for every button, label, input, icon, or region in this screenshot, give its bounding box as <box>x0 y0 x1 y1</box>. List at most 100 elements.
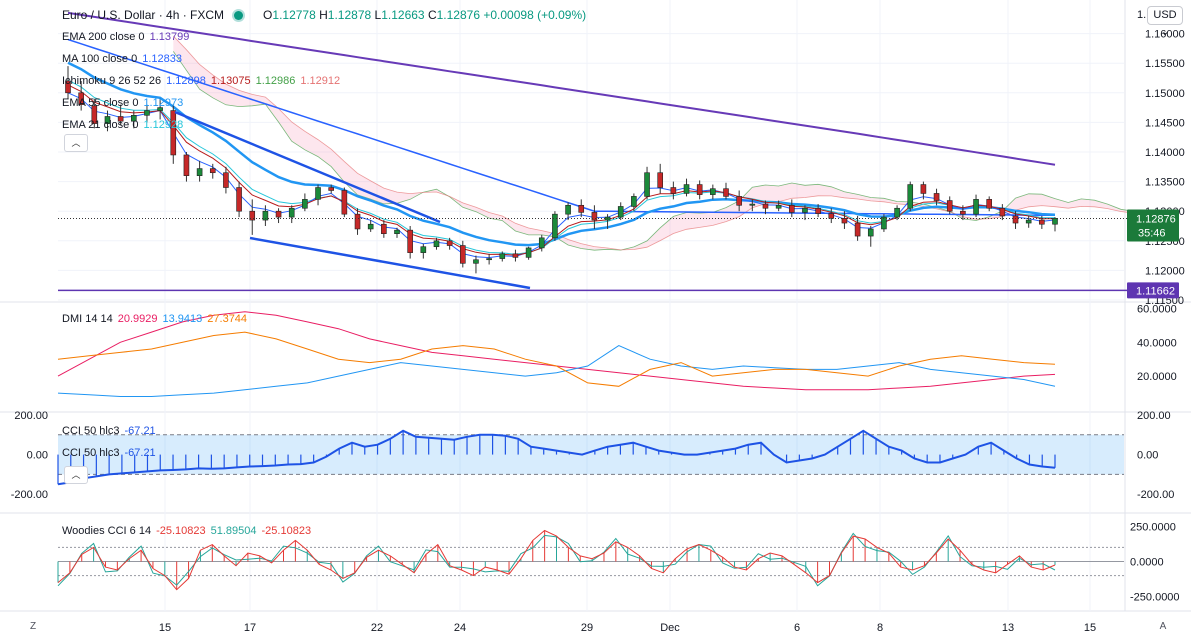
legend-cci-b[interactable]: CCI 50 hlc3 -67.21 <box>62 447 156 459</box>
auto-scale-button[interactable]: A <box>1159 621 1167 632</box>
collapse-legend-button[interactable]: ︿ <box>64 134 88 152</box>
candle <box>302 193 308 212</box>
trendlines[interactable] <box>58 110 1127 292</box>
time-tick-label: 8 <box>877 622 883 634</box>
price-tick-label: 1.14000 <box>1145 147 1185 159</box>
candle <box>381 220 387 238</box>
candle <box>170 104 177 164</box>
support-level-label: 1.11662 <box>1136 285 1175 297</box>
candle <box>288 205 295 224</box>
symbol-title[interactable]: Euro / U.S. Dollar · 4h · FXCM <box>62 8 225 22</box>
legend-ichimoku[interactable]: Ichimoku 9 26 52 26 1.12898 1.13075 1.12986… <box>62 75 341 87</box>
time-tick-label: 15 <box>1084 622 1096 634</box>
candle-body <box>262 210 269 221</box>
candle-body <box>486 258 492 261</box>
cci-left-tick-label: -200.00 <box>11 489 48 501</box>
candle <box>1012 211 1019 229</box>
candle-body <box>157 107 163 111</box>
ichimoku-base-line <box>67 84 1056 256</box>
candle <box>394 227 400 238</box>
candle-body <box>683 184 690 194</box>
candle <box>1025 215 1032 228</box>
time-tick-label: 17 <box>244 622 256 634</box>
collapse-cci-legend-button[interactable]: ︿ <box>64 466 88 484</box>
pane-separators <box>0 0 1191 612</box>
candle <box>775 200 782 212</box>
time-tick-label: 15 <box>159 622 171 634</box>
candle-body <box>91 105 98 124</box>
ichimoku-span-a <box>172 51 1161 251</box>
candle-body <box>1052 218 1058 225</box>
current-price-label-bg <box>1127 209 1179 242</box>
candle-body <box>775 204 782 209</box>
candle <box>828 208 835 224</box>
candle-body <box>578 204 585 213</box>
legend-woodies[interactable]: Woodies CCI 6 14 -25.10823 51.89504 -25.108… <box>62 525 312 537</box>
dmi-tick-label: 60.0000 <box>1137 303 1177 315</box>
candle <box>196 160 203 182</box>
candle-body <box>275 210 282 218</box>
candle-body <box>815 207 821 214</box>
candle-body <box>710 188 716 195</box>
candle <box>1039 215 1045 229</box>
candle-body <box>473 259 479 264</box>
candle-body <box>591 212 598 221</box>
ichimoku-span-b <box>173 35 1161 251</box>
candle-body <box>907 184 914 209</box>
candle <box>762 200 769 215</box>
candle <box>881 214 887 232</box>
candle <box>538 234 545 252</box>
dmi-pane: 60.0000 40.0000 20.0000 <box>57 303 1177 397</box>
price-tick-label: 1.12000 <box>1145 265 1185 277</box>
price-tick-label: 1.15000 <box>1145 88 1185 100</box>
candle <box>631 193 637 212</box>
chevron-up-icon: ︿ <box>71 138 81 148</box>
candle <box>262 205 269 226</box>
candle-body <box>657 172 664 188</box>
candle-body <box>183 154 190 176</box>
legend-ma100[interactable]: MA 100 close 0 1.12833 <box>62 53 182 65</box>
support-level-label-bg <box>1127 282 1179 299</box>
candle-body <box>512 253 519 258</box>
candle-body <box>1012 215 1019 224</box>
legend-cci-a[interactable]: CCI 50 hlc3 -67.21 <box>62 425 156 437</box>
price-axis[interactable]: 1.16000 1.15500 1.15000 1.14500 1.14000 1.135… <box>1127 9 1185 307</box>
candle <box>367 220 374 232</box>
candle-body <box>144 110 150 116</box>
candle-body <box>1025 219 1032 224</box>
price-tick-label: 1.15500 <box>1145 58 1185 70</box>
legend-ema21[interactable]: EMA 21 close 0 1.12928 <box>62 119 184 131</box>
legend-ema55[interactable]: EMA 55 close 0 1.12973 <box>62 97 184 109</box>
price-indicator-lines <box>67 11 1056 259</box>
candle <box>249 199 256 235</box>
currency-selector[interactable]: USD ⌄ <box>1147 6 1183 38</box>
candle-body <box>341 190 348 215</box>
zoom-toggle-button[interactable]: Z <box>29 621 37 632</box>
woodies-tick-label: 0.0000 <box>1130 557 1164 569</box>
legend-ema200[interactable]: EMA 200 close 0 1.13799 <box>62 31 190 43</box>
candle-body <box>131 114 137 122</box>
ema55-line <box>67 61 1056 247</box>
candle-body <box>446 240 453 246</box>
candle <box>683 178 690 197</box>
woodies-tick-label: -250.0000 <box>1130 592 1180 604</box>
woodies-tick-label: 250.0000 <box>1130 521 1176 533</box>
candle <box>749 199 756 212</box>
chevron-up-icon: ︿ <box>71 470 81 480</box>
candle-body <box>196 168 203 176</box>
grid-lines <box>58 0 1124 611</box>
candle-body <box>420 246 427 253</box>
candle-body <box>433 240 440 248</box>
candlestick-series <box>65 66 1058 274</box>
upper-wedge-trendline <box>174 110 441 224</box>
candle-body <box>499 253 506 259</box>
market-status-icon <box>234 11 244 20</box>
candle <box>986 196 993 212</box>
legend-dmi[interactable]: DMI 14 14 20.9929 13.9413 27.3744 <box>62 313 248 325</box>
candle <box>999 204 1006 221</box>
ma100-line <box>67 38 1056 217</box>
candle-body <box>1039 219 1045 225</box>
time-axis[interactable]: 15 17 22 24 29 Dec 6 8 13 15 <box>159 622 1096 634</box>
candle <box>552 211 558 241</box>
